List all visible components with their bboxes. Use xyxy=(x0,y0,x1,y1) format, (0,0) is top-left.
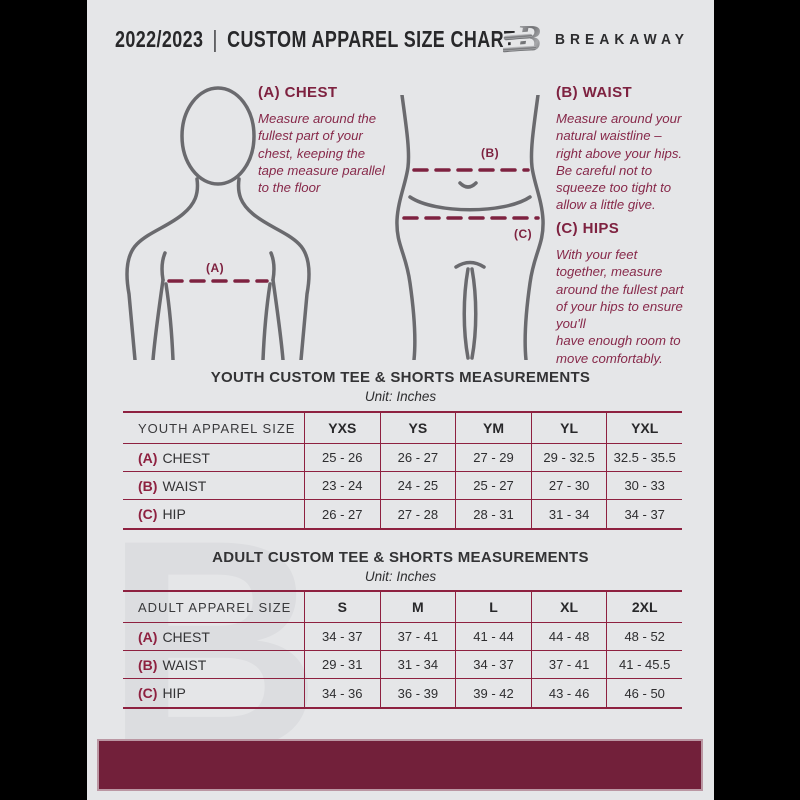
row-label-text: HIP xyxy=(162,506,186,522)
adult-table-corner-cell: ADULT APPAREL SIZE xyxy=(138,599,292,615)
adult-size-header: S xyxy=(304,592,380,622)
youth-size-header: YXS xyxy=(304,413,380,443)
row-label: (A) CHEST xyxy=(123,444,304,471)
table-cell: 46 - 50 xyxy=(606,679,682,707)
brand-name: BREAKAWAY xyxy=(555,31,689,48)
table-cell: 43 - 46 xyxy=(530,679,607,707)
table-cell: 41 - 44 xyxy=(455,623,531,650)
table-cell: 27 - 28 xyxy=(379,500,456,528)
table-cell: 28 - 31 xyxy=(455,500,531,528)
youth-waist-row: (B) WAIST 23 - 24 24 - 25 25 - 27 27 - 3… xyxy=(123,472,682,500)
adult-size-header: 2XL xyxy=(606,592,682,622)
upper-body-figure xyxy=(125,86,311,360)
waist-instruction-heading: (B) WAIST xyxy=(556,84,633,101)
row-prefix: (B) xyxy=(138,656,158,673)
chest-instruction: (A) CHEST Measure around the fullest par… xyxy=(258,84,438,196)
table-cell: 34 - 36 xyxy=(304,679,380,707)
table-cell: 39 - 42 xyxy=(455,679,531,707)
table-cell: 26 - 27 xyxy=(304,500,380,528)
table-cell: 37 - 41 xyxy=(530,651,607,678)
row-label: (C) HIP xyxy=(123,679,304,707)
table-cell: 24 - 25 xyxy=(379,472,456,499)
youth-size-header: YS xyxy=(379,413,456,443)
table-cell: 30 - 33 xyxy=(606,472,682,499)
hips-instruction-heading: (C) HIPS xyxy=(556,220,620,237)
table-cell: 25 - 27 xyxy=(455,472,531,499)
table-cell: 34 - 37 xyxy=(304,623,380,650)
table-cell: 25 - 26 xyxy=(304,444,380,471)
table-cell: 31 - 34 xyxy=(530,500,607,528)
table-cell: 36 - 39 xyxy=(379,679,456,707)
adult-section-unit: Unit: Inches xyxy=(364,569,437,584)
figure-chest-label: (A) xyxy=(206,261,225,275)
row-label-text: CHEST xyxy=(162,628,210,645)
table-cell: 29 - 32.5 xyxy=(530,444,607,471)
youth-table-corner-cell: YOUTH APPAREL SIZE xyxy=(138,420,296,436)
table-cell: 27 - 29 xyxy=(455,444,531,471)
row-prefix: (A) xyxy=(138,628,158,645)
row-prefix: (C) xyxy=(138,506,158,522)
youth-size-table: YOUTH APPAREL SIZE YXS YS YM YL YXL (A) … xyxy=(123,411,682,530)
figure-hips-label: (C) xyxy=(514,227,533,241)
waist-instruction: (B) WAIST Measure around your natural wa… xyxy=(556,84,714,214)
row-prefix: (B) xyxy=(138,477,158,494)
table-cell: 44 - 48 xyxy=(530,623,607,650)
youth-size-header: YXL xyxy=(606,413,682,443)
table-cell: 29 - 31 xyxy=(304,651,380,678)
table-cell: 34 - 37 xyxy=(606,500,682,528)
youth-size-header: YL xyxy=(530,413,607,443)
table-cell: 41 - 45.5 xyxy=(606,651,682,678)
row-label-text: WAIST xyxy=(162,656,207,673)
adult-hip-row: (C) HIP 34 - 36 36 - 39 39 - 42 43 - 46 … xyxy=(123,679,682,707)
chest-instruction-body: Measure around the fullest part of your … xyxy=(258,111,385,196)
lower-body-figure xyxy=(395,95,545,360)
youth-table-header-row: YOUTH APPAREL SIZE YXS YS YM YL YXL xyxy=(123,413,682,444)
row-label: (A) CHEST xyxy=(123,623,304,650)
waist-instruction-body: Measure around your natural waistline – … xyxy=(556,111,683,213)
title-year: 2022/2023 xyxy=(115,26,204,52)
table-cell: 23 - 24 xyxy=(304,472,380,499)
figure-waist-label: (B) xyxy=(481,146,500,160)
hips-instruction: (C) HIPS With your feet together, measur… xyxy=(556,220,721,367)
row-label: (B) WAIST xyxy=(123,472,304,499)
adult-waist-row: (B) WAIST 29 - 31 31 - 34 34 - 37 37 - 4… xyxy=(123,651,682,679)
youth-section-title: YOUTH CUSTOM TEE & SHORTS MEASUREMENTS xyxy=(210,369,591,386)
hips-instruction-body: With your feet together, measure around … xyxy=(556,247,684,366)
table-cell: 34 - 37 xyxy=(455,651,531,678)
row-label-text: WAIST xyxy=(162,477,207,494)
adult-section-title: ADULT CUSTOM TEE & SHORTS MEASUREMENTS xyxy=(212,549,589,566)
row-label-text: CHEST xyxy=(162,449,210,466)
table-cell: 48 - 52 xyxy=(606,623,682,650)
document-title: 2022/2023 | CUSTOM APPAREL SIZE CHART xyxy=(115,26,515,53)
adult-size-table: ADULT APPAREL SIZE S M L XL 2XL (A) CHES… xyxy=(123,590,682,709)
youth-size-header: YM xyxy=(455,413,531,443)
youth-section-unit: Unit: Inches xyxy=(364,389,437,404)
title-text: CUSTOM APPAREL SIZE CHART xyxy=(227,26,516,52)
table-cell: 27 - 30 xyxy=(530,472,607,499)
row-label: (C) HIP xyxy=(123,500,304,528)
table-cell: 37 - 41 xyxy=(379,623,456,650)
youth-chest-row: (A) CHEST 25 - 26 26 - 27 27 - 29 29 - 3… xyxy=(123,444,682,472)
row-label: (B) WAIST xyxy=(123,651,304,678)
chest-instruction-heading: (A) CHEST xyxy=(258,84,338,101)
adult-size-header: L xyxy=(455,592,531,622)
adult-chest-row: (A) CHEST 34 - 37 37 - 41 41 - 44 44 - 4… xyxy=(123,623,682,651)
title-separator: | xyxy=(212,26,218,52)
row-label-text: HIP xyxy=(162,685,186,701)
table-cell: 31 - 34 xyxy=(379,651,456,678)
youth-hip-row: (C) HIP 26 - 27 27 - 28 28 - 31 31 - 34 … xyxy=(123,500,682,528)
row-prefix: (A) xyxy=(138,449,158,466)
adult-size-header: XL xyxy=(530,592,607,622)
table-cell: 26 - 27 xyxy=(379,444,456,471)
adult-size-header: M xyxy=(379,592,456,622)
footer-bar xyxy=(97,739,703,791)
breakaway-logo-icon: B xyxy=(503,18,541,60)
table-cell: 32.5 - 35.5 xyxy=(606,444,682,471)
size-chart-document: B 2022/2023 | CUSTOM APPAREL SIZE CHART B … xyxy=(87,0,714,800)
adult-table-header-row: ADULT APPAREL SIZE S M L XL 2XL xyxy=(123,592,682,623)
row-prefix: (C) xyxy=(138,685,158,701)
